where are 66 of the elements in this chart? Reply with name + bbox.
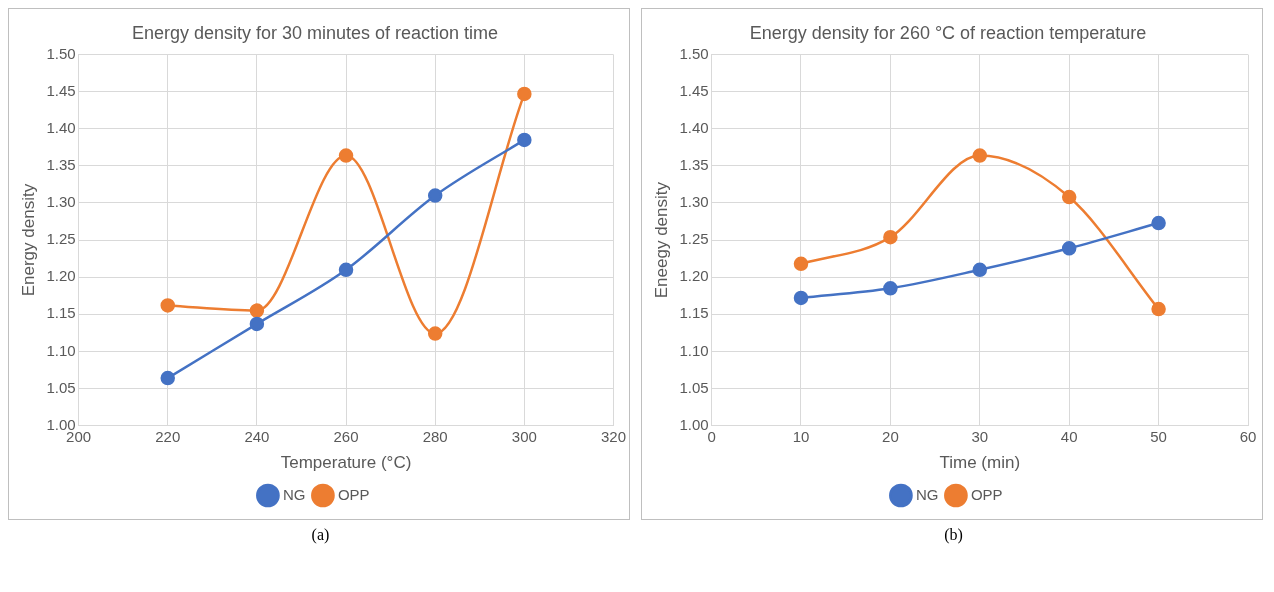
point	[1061, 189, 1077, 205]
x-tick-label: 280	[422, 427, 448, 445]
y-tick-label: 1.00	[679, 415, 709, 433]
y-tick-label: 1.20	[679, 267, 709, 285]
legend-label: NG	[282, 485, 306, 503]
y-tick-label: 1.30	[679, 193, 709, 211]
y-tick-label: 1.50	[46, 44, 76, 62]
point	[1151, 215, 1166, 231]
y-tick-label: 1.05	[46, 378, 76, 396]
point	[972, 148, 988, 163]
point	[793, 256, 809, 272]
x-tick-label: 0	[707, 427, 716, 445]
y-tick-label: 1.45	[46, 81, 76, 99]
y-tick-label: 1.05	[679, 378, 709, 396]
legend-label: NG	[915, 485, 939, 503]
y-tick-label: 1.20	[46, 267, 76, 285]
y-axis-title: Energy density	[18, 183, 38, 297]
x-tick-label: 20	[882, 427, 899, 445]
y-tick-label: 1.10	[679, 341, 709, 359]
x-tick-label: 30	[971, 427, 989, 445]
legend-label: OPP	[337, 485, 370, 503]
x-tick-label: 50	[1150, 427, 1167, 445]
chart-title: Energy density for 260 °C of reaction temperature	[749, 22, 1147, 43]
chart-title: Energy density for 30 minutes of reaction time	[131, 22, 499, 43]
y-tick-label: 1.35	[46, 156, 76, 174]
point	[160, 298, 175, 313]
point	[1061, 241, 1077, 256]
y-tick-label: 1.25	[679, 230, 709, 248]
point	[427, 188, 443, 203]
y-tick-label: 1.10	[46, 341, 76, 359]
point	[883, 229, 898, 245]
x-tick-label: 240	[244, 427, 270, 445]
legend-label: OPP	[970, 485, 1003, 503]
x-tick-label: 300	[511, 427, 537, 445]
point	[338, 148, 354, 163]
point	[793, 290, 809, 306]
point	[883, 281, 898, 296]
point	[1151, 301, 1166, 317]
y-tick-label: 1.40	[679, 118, 709, 136]
x-tick-label: 60	[1239, 427, 1257, 445]
x-tick-label: 320	[600, 427, 626, 445]
y-axis-title: Eneegy density	[651, 181, 671, 299]
point	[427, 326, 443, 341]
point	[249, 303, 265, 318]
x-tick-label: 220	[155, 427, 181, 445]
y-tick-label: 1.50	[679, 44, 709, 62]
point	[249, 316, 265, 332]
y-tick-label: 1.40	[46, 118, 76, 136]
point	[517, 86, 532, 102]
x-tick-label: 40	[1060, 427, 1078, 445]
x-tick-label: 10	[792, 427, 810, 445]
point	[972, 262, 988, 278]
y-tick-label: 1.15	[46, 304, 76, 322]
point	[517, 132, 532, 148]
text: (a)	[310, 526, 331, 544]
point	[160, 370, 175, 386]
y-tick-label: 1.35	[679, 156, 709, 174]
x-axis-title: Time (min)	[939, 453, 1021, 473]
point	[338, 262, 354, 278]
y-tick-label: 1.30	[46, 193, 76, 211]
y-tick-label: 1.15	[679, 304, 709, 322]
y-tick-label: 1.45	[679, 81, 709, 99]
x-tick-label: 260	[333, 427, 359, 445]
text: (b)	[943, 526, 964, 544]
y-tick-label: 1.25	[46, 230, 76, 248]
x-axis-title: Temperature (°C)	[280, 453, 412, 473]
